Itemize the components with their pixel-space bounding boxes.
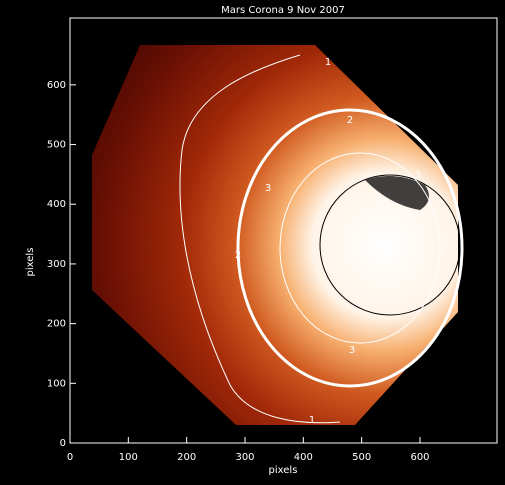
x-tick-label: 200 (177, 452, 196, 463)
x-tick-label: 300 (235, 452, 254, 463)
y-tick-label: 300 (47, 259, 66, 270)
y-tick-label: 100 (47, 378, 66, 389)
x-axis-label: pixels (269, 465, 298, 476)
y-tick-label: 600 (47, 80, 66, 91)
x-tick-label: 500 (352, 452, 371, 463)
y-tick-label: 200 (47, 319, 66, 330)
contour-label: 2 (235, 250, 241, 261)
y-tick-label: 400 (47, 199, 66, 210)
y-tick-label: 500 (47, 140, 66, 151)
y-axis-label: pixels (25, 248, 36, 277)
y-tick-label: 0 (60, 438, 66, 449)
contour-label: 3 (265, 183, 271, 194)
x-tick-label: 400 (294, 452, 313, 463)
contour-label: 3 (415, 170, 421, 181)
x-tick-label: 0 (67, 452, 73, 463)
x-tick-label: 600 (410, 452, 429, 463)
page: {"chart_data": {"type": "image", "title"… (0, 0, 505, 485)
contour-label: 3 (349, 345, 355, 356)
chart: Mars Corona 9 Nov 2007 pixels pixels 010… (0, 0, 505, 485)
chart-title: Mars Corona 9 Nov 2007 (221, 5, 345, 16)
contour-label: 1 (309, 415, 315, 426)
contour-label: 2 (347, 115, 353, 126)
contour-label: 1 (325, 57, 331, 68)
x-tick-label: 100 (119, 452, 138, 463)
